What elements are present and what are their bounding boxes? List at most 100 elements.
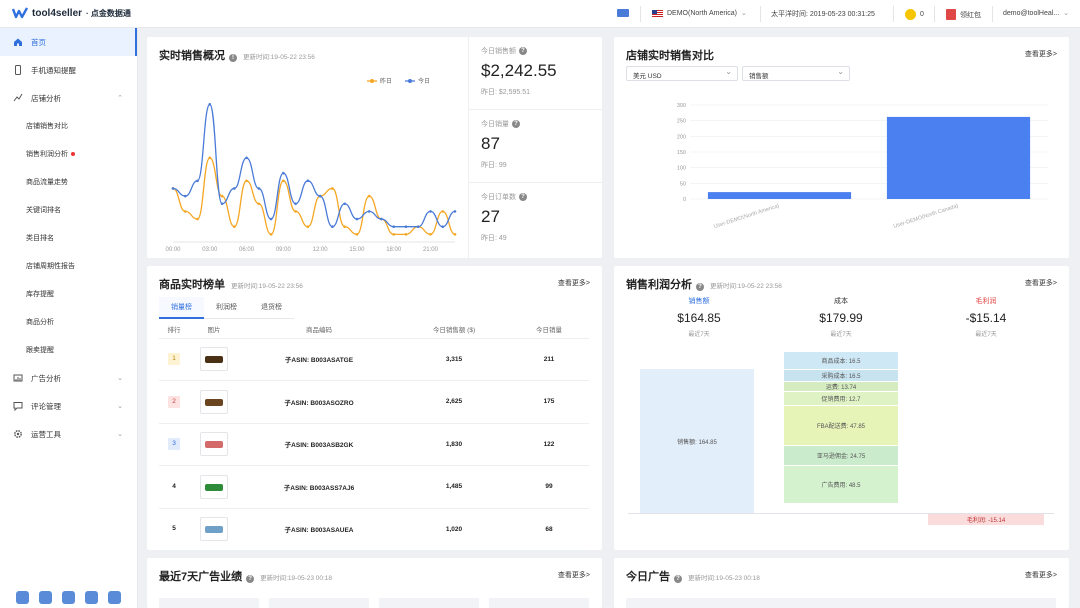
x-tick-label: 00:00 bbox=[165, 247, 181, 253]
ads-today-title: 今日广告 bbox=[626, 571, 670, 583]
sidebar-item-review-manage[interactable]: 评论管理 ⌄ bbox=[0, 392, 137, 420]
baseline bbox=[628, 513, 1054, 514]
coin-icon bbox=[905, 9, 916, 20]
y-tick-label: 250 bbox=[677, 119, 686, 125]
store-selector[interactable]: DEMO(North America) ⌄ bbox=[652, 9, 747, 17]
product-thumbnail[interactable] bbox=[200, 517, 228, 542]
realtime-title: 实时销售概况 bbox=[159, 50, 225, 62]
y-tick-label: 50 bbox=[680, 181, 686, 187]
sidebar-item-mobile-notify[interactable]: 手机通知提醒 bbox=[0, 56, 137, 84]
data-point bbox=[367, 210, 371, 213]
view-more-link[interactable]: 查看更多> bbox=[557, 280, 590, 287]
notification-dot bbox=[71, 152, 75, 156]
mobile-app-icon[interactable] bbox=[16, 591, 29, 604]
info-icon[interactable]: ? bbox=[512, 120, 520, 128]
stat-label-text: 今日销售额 bbox=[481, 48, 516, 55]
x-tick-label: User-DEMO(North America) bbox=[713, 203, 780, 230]
summary-label: 销售额 bbox=[688, 298, 710, 305]
qq-icon[interactable] bbox=[39, 591, 52, 604]
data-point bbox=[183, 210, 187, 213]
table-row[interactable]: 5 子ASIN: B003ASAUEA 1,020 68 bbox=[159, 508, 589, 551]
data-point bbox=[233, 187, 236, 190]
placeholder bbox=[626, 598, 1056, 608]
x-tick-label: 06:00 bbox=[239, 247, 255, 253]
product-sales: 2,625 bbox=[399, 380, 509, 424]
sidebar-item-store-analysis[interactable]: 店铺分析 ⌃ bbox=[0, 84, 137, 112]
data-point bbox=[404, 233, 408, 236]
y-tick-label: 100 bbox=[677, 166, 686, 172]
sidebar-item-label: 首页 bbox=[31, 37, 46, 47]
view-more-link[interactable]: 查看更多> bbox=[1024, 51, 1057, 58]
column-header: 今日销售额 ($) bbox=[399, 320, 509, 339]
community-icon[interactable] bbox=[108, 591, 121, 604]
divider bbox=[992, 6, 993, 22]
info-icon[interactable]: ! bbox=[229, 54, 237, 62]
tab-return-rank[interactable]: 退货榜 bbox=[249, 297, 294, 319]
tab-profit-rank[interactable]: 利润榜 bbox=[204, 297, 249, 319]
sidebar-item-home[interactable]: 首页 bbox=[0, 28, 137, 56]
data-point bbox=[392, 233, 395, 236]
bar bbox=[707, 192, 852, 199]
coins-button[interactable]: 0 bbox=[905, 9, 924, 20]
stat-units: 今日销量? 87 昨日: 99 bbox=[469, 110, 603, 183]
column-header: 排行 bbox=[159, 320, 189, 339]
sidebar-item-inventory-alert[interactable]: 库存提醒 bbox=[0, 280, 137, 308]
view-more-link[interactable]: 查看更多> bbox=[1024, 572, 1057, 579]
sidebar-item-category-rank[interactable]: 类目排名 bbox=[0, 224, 137, 252]
info-icon[interactable]: ? bbox=[246, 575, 255, 583]
mail-button[interactable] bbox=[617, 9, 629, 17]
metric-select[interactable]: 销售额 bbox=[742, 66, 850, 81]
logo[interactable]: tool4seller · 点金数据通 bbox=[12, 7, 131, 19]
sidebar-item-keyword-rank[interactable]: 关键词排名 bbox=[0, 196, 137, 224]
sidebar-item-ad-analysis[interactable]: 广告分析 ⌄ bbox=[0, 364, 137, 392]
table-row[interactable]: 3 子ASIN: B003ASB2GK 1,830 122 bbox=[159, 423, 589, 466]
sidebar-item-profit-analysis[interactable]: 销售利润分析 bbox=[0, 140, 137, 168]
sidebar-item-traffic-trend[interactable]: 商品流量走势 bbox=[0, 168, 137, 196]
sidebar-item-store-compare[interactable]: 店铺销售对比 bbox=[0, 112, 137, 140]
sidebar-item-ops-tools[interactable]: 运营工具 ⌄ bbox=[0, 420, 137, 448]
currency-select[interactable]: 美元 USD bbox=[626, 66, 738, 81]
sidebar-item-product-analysis[interactable]: 商品分析 bbox=[0, 308, 137, 336]
column-header: 图片 bbox=[189, 320, 239, 339]
product-thumbnail[interactable] bbox=[200, 347, 228, 372]
red-packet-button[interactable]: 领红包 bbox=[946, 9, 981, 20]
user-menu[interactable]: demo@toolHeal... ⌄ bbox=[1003, 9, 1069, 18]
data-point bbox=[269, 217, 273, 221]
sidebar-item-periodic-report[interactable]: 店铺周期性报告 bbox=[0, 252, 137, 280]
product-thumbnail[interactable] bbox=[200, 389, 228, 414]
view-more-link[interactable]: 查看更多> bbox=[1024, 280, 1057, 287]
placeholder bbox=[269, 598, 369, 608]
info-icon[interactable]: ? bbox=[696, 283, 704, 291]
summary-value: $164.85 bbox=[677, 311, 721, 325]
tab-sales-rank[interactable]: 销量榜 bbox=[159, 297, 204, 319]
sidebar-item-hijack-alert[interactable]: 跟卖提醒 bbox=[0, 336, 137, 364]
updated-time: 更新时间:19-05-22 23:56 bbox=[710, 283, 782, 290]
chevron-down-icon: ⌄ bbox=[117, 431, 123, 438]
rank-badge: 5 bbox=[172, 525, 176, 533]
summary-sub: 最近7天 bbox=[688, 332, 710, 338]
info-icon[interactable]: ? bbox=[519, 47, 527, 55]
legend-label: 昨日 bbox=[380, 77, 392, 85]
view-more-link[interactable]: 查看更多> bbox=[557, 572, 590, 579]
data-point bbox=[245, 179, 248, 183]
wechat-icon[interactable] bbox=[85, 591, 98, 604]
product-thumbnail[interactable] bbox=[200, 432, 228, 457]
table-row[interactable]: 2 子ASIN: B003ASOZRO 2,625 175 bbox=[159, 380, 589, 424]
sidebar-item-label: 商品分析 bbox=[26, 319, 54, 326]
product-thumbnail[interactable] bbox=[200, 474, 228, 499]
product-sales: 1,485 bbox=[399, 465, 509, 509]
divider bbox=[934, 6, 935, 22]
product-asin: 子ASIN: B003ASB2GK bbox=[239, 423, 399, 466]
info-icon[interactable]: ? bbox=[519, 193, 527, 201]
data-point bbox=[355, 233, 359, 236]
coin-count: 0 bbox=[920, 11, 924, 18]
sidebar-item-label: 销售利润分析 bbox=[26, 151, 68, 158]
data-point bbox=[306, 179, 310, 183]
table-row[interactable]: 4 子ASIN: B003ASS7AJ6 1,485 99 bbox=[159, 465, 589, 509]
stat-orders: 今日订单数? 27 昨日: 49 bbox=[469, 183, 603, 258]
updated-time: 更新时间:19-05-22 23:56 bbox=[243, 54, 315, 61]
info-icon[interactable]: ? bbox=[674, 575, 682, 583]
card-title: 商品实时榜单 更新时间:19-05-22 23:56 bbox=[159, 276, 303, 292]
table-row[interactable]: 1 子ASIN: B003ASATGE 3,315 211 bbox=[159, 338, 589, 381]
customer-service-icon[interactable] bbox=[62, 591, 75, 604]
